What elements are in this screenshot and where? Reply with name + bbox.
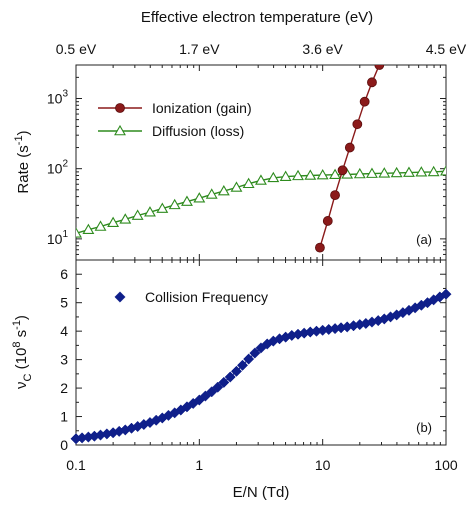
legend-marker	[115, 103, 125, 113]
data-point	[316, 168, 329, 180]
data-point	[279, 170, 292, 181]
data-point	[255, 174, 267, 185]
panel-b-legend: Collision Frequency	[114, 289, 268, 305]
legend-marker	[114, 291, 126, 303]
data-point	[94, 220, 107, 231]
panel-a-series	[76, 65, 446, 253]
data-point	[292, 169, 304, 181]
panel-b: 0.1 1 10 100 0 1 2 3 4 5 6 Collision Frequency (b)…	[11, 259, 458, 501]
data-point	[218, 376, 230, 388]
data-point	[249, 347, 261, 359]
data-point	[230, 181, 243, 192]
top-axis-tick-label: 1.7 eV	[179, 41, 220, 57]
b-x-tick-label: 10	[315, 457, 331, 473]
data-point	[131, 209, 144, 220]
b-y-tick-label: 6	[60, 266, 68, 282]
data-point	[337, 165, 348, 176]
b-y-tick-label: 4	[60, 323, 68, 339]
a-y-tick-label: 103	[47, 88, 69, 106]
panel-b-series	[70, 288, 452, 445]
data-point	[76, 227, 82, 238]
top-axis-ticks: 0.5 eV 1.7 eV 3.6 eV 4.5 eV	[56, 41, 467, 57]
data-point	[352, 119, 363, 130]
top-axis-tick-label: 3.6 eV	[302, 41, 343, 57]
data-point	[390, 166, 403, 178]
data-point	[315, 242, 325, 253]
legend-label: Diffusion (loss)	[152, 123, 244, 139]
data-point	[359, 96, 370, 107]
data-point	[181, 195, 193, 206]
data-point	[224, 371, 236, 383]
panel-a-plot-area	[76, 65, 446, 253]
panel-b-ticks: 0.1 1 10 100 0 1 2 3 4 5 6	[60, 260, 458, 473]
b-y-tick-label: 5	[60, 295, 68, 311]
legend-label: Ionization (gain)	[152, 100, 252, 116]
panel-b-tag: (b)	[416, 420, 432, 435]
top-axis-title: Effective electron temperature (eV)	[141, 9, 373, 26]
a-y-tick-label: 102	[47, 159, 69, 177]
data-point	[243, 353, 255, 365]
b-x-tick-label: 1	[195, 457, 203, 473]
b-y-tick-label: 3	[60, 352, 68, 368]
panel-a-frame	[75, 64, 447, 261]
legend-marker	[114, 124, 126, 136]
panel-a-ylabel: Rate (s-1)	[13, 130, 32, 193]
data-point	[230, 365, 243, 377]
data-point	[440, 165, 446, 176]
panel-a-ticks: 101 102 103	[47, 64, 447, 261]
data-point	[144, 206, 156, 217]
data-point	[107, 216, 120, 227]
data-point	[322, 216, 333, 226]
data-point	[304, 169, 317, 180]
data-point	[374, 65, 385, 70]
panel-a: 101 102 103 Ionization (gain) Diffusion (lo…	[13, 64, 447, 261]
data-point	[217, 184, 230, 196]
panel-b-xlabel: E/N (Td)	[233, 484, 290, 501]
data-point	[366, 167, 378, 178]
data-point	[367, 77, 377, 88]
b-y-tick-label: 2	[60, 380, 68, 396]
top-axis-tick-label: 4.5 eV	[426, 41, 467, 57]
data-point	[427, 165, 440, 177]
data-point	[329, 168, 341, 180]
data-point	[193, 192, 206, 203]
b-x-tick-label: 100	[434, 457, 458, 473]
top-axis-tick-label: 0.5 eV	[56, 41, 97, 57]
data-point	[236, 359, 249, 371]
data-point	[440, 288, 452, 300]
b-x-tick-label: 0.1	[66, 457, 86, 473]
legend-label: Collision Frequency	[145, 289, 268, 305]
data-point	[267, 171, 280, 183]
data-point	[344, 142, 355, 153]
panel-b-ylabel: νC (108 s-1)	[11, 315, 34, 389]
data-point	[205, 188, 218, 199]
data-point	[353, 167, 366, 179]
data-point	[119, 213, 132, 224]
b-y-tick-label: 0	[60, 437, 68, 453]
data-point	[378, 167, 391, 178]
panel-a-legend: Ionization (gain) Diffusion (loss)	[98, 100, 252, 139]
panel-a-tag: (a)	[416, 232, 432, 247]
data-point	[168, 198, 181, 210]
data-point	[156, 202, 169, 213]
data-point	[415, 166, 428, 177]
data-point	[242, 177, 255, 189]
a-y-tick-label: 101	[47, 229, 69, 247]
data-point	[403, 166, 415, 177]
data-point	[212, 381, 224, 393]
data-point	[330, 190, 340, 201]
b-y-tick-label: 1	[60, 409, 68, 425]
panel-b-frame	[75, 259, 447, 446]
data-point	[82, 223, 95, 235]
